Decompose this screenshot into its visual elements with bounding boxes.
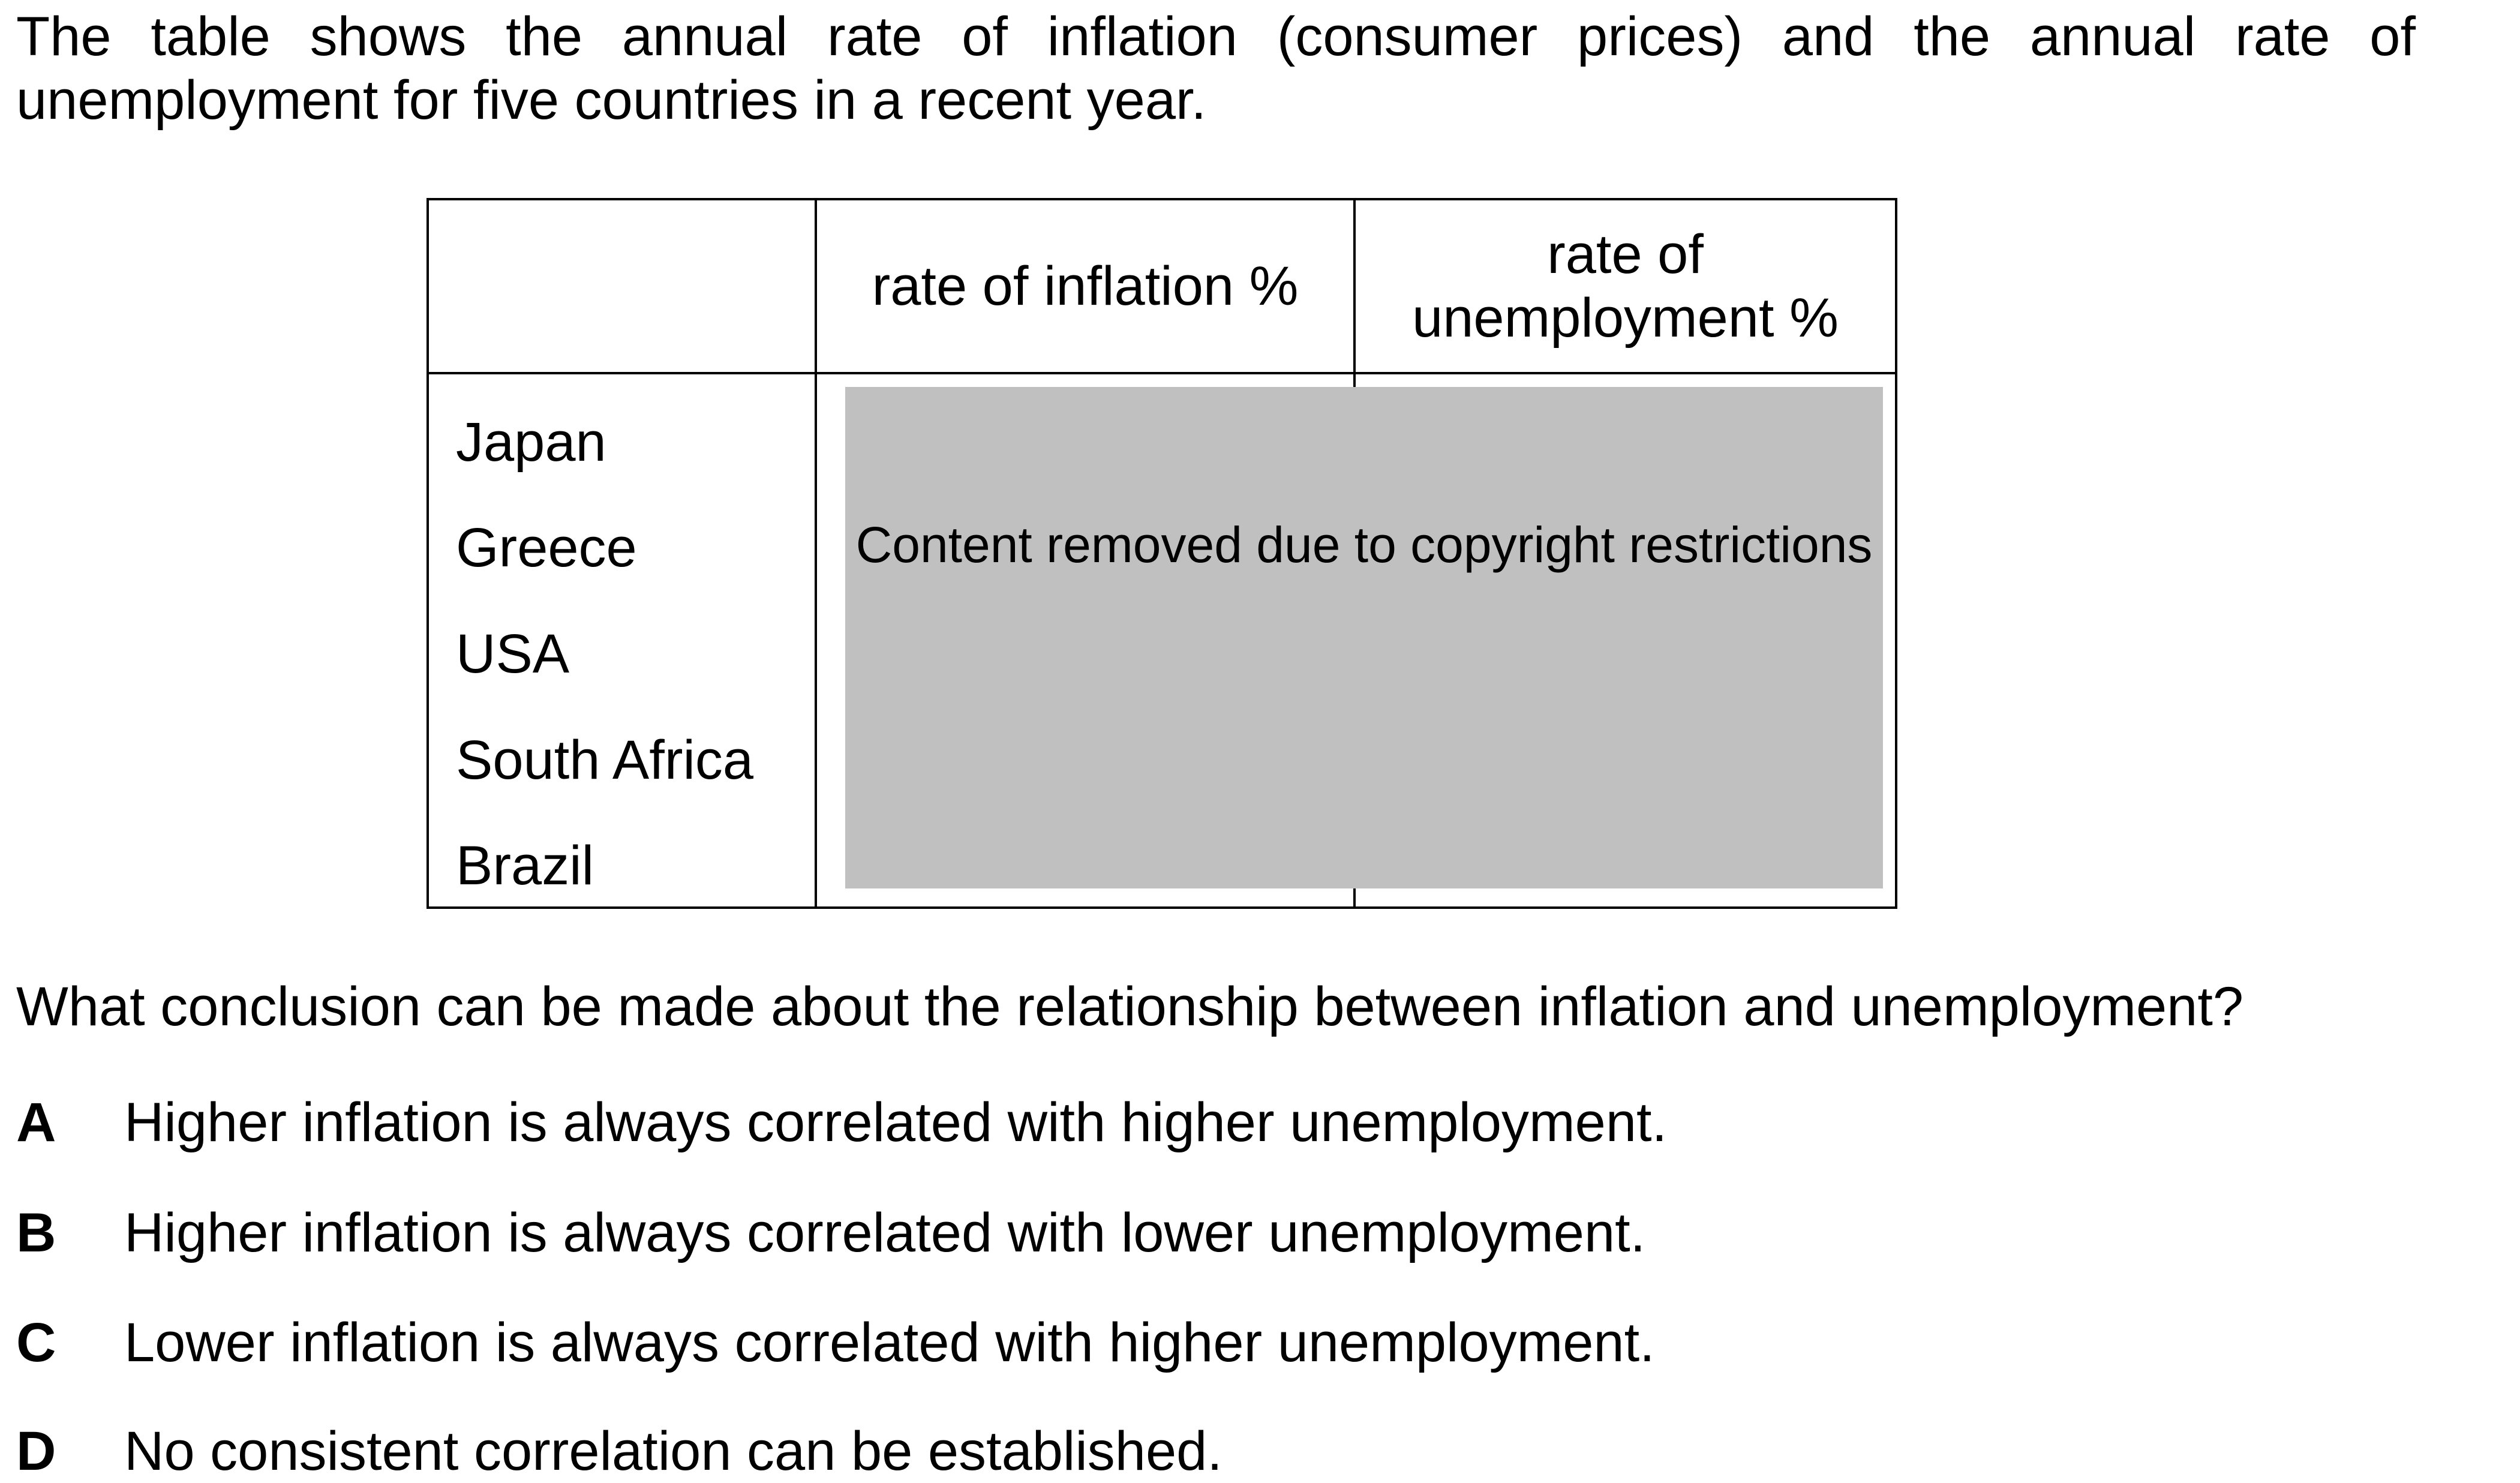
intro-text: The table shows the annual rate of infla… — [16, 6, 2416, 131]
redacted-data-block: Content removed due to copyright restric… — [845, 387, 1883, 888]
header-unemployment-line2: unemployment % — [1412, 287, 1839, 349]
country-label: USA — [456, 623, 570, 685]
country-label: Greece — [456, 517, 637, 578]
inflation-unemployment-table: rate of inflation % rate of unemployment… — [426, 198, 1897, 909]
question-text: What conclusion can be made about the re… — [16, 976, 2244, 1037]
option-text: Higher inflation is always correlated wi… — [124, 1092, 1668, 1153]
redacted-notice: Content removed due to copyright restric… — [855, 517, 1873, 573]
country-label: South Africa — [456, 730, 754, 791]
option-text: No consistent correlation can be establi… — [124, 1421, 1223, 1482]
option-letter: C — [16, 1312, 56, 1373]
option-letter: A — [16, 1092, 56, 1153]
country-label: Japan — [456, 412, 606, 473]
option-letter: D — [16, 1421, 56, 1482]
option-text: Lower inflation is always correlated wit… — [124, 1312, 1655, 1373]
header-country — [429, 200, 815, 372]
header-inflation-label: rate of inflation % — [872, 256, 1299, 317]
option-text: Higher inflation is always correlated wi… — [124, 1202, 1646, 1263]
header-inflation: rate of inflation % — [817, 200, 1353, 372]
column-divider-1 — [815, 200, 817, 906]
option-letter: B — [16, 1202, 56, 1263]
header-unemployment-line1: rate of — [1547, 224, 1704, 285]
country-label: Brazil — [456, 835, 594, 896]
header-row-divider — [429, 372, 1895, 374]
header-unemployment: rate of unemployment % — [1356, 200, 1895, 372]
